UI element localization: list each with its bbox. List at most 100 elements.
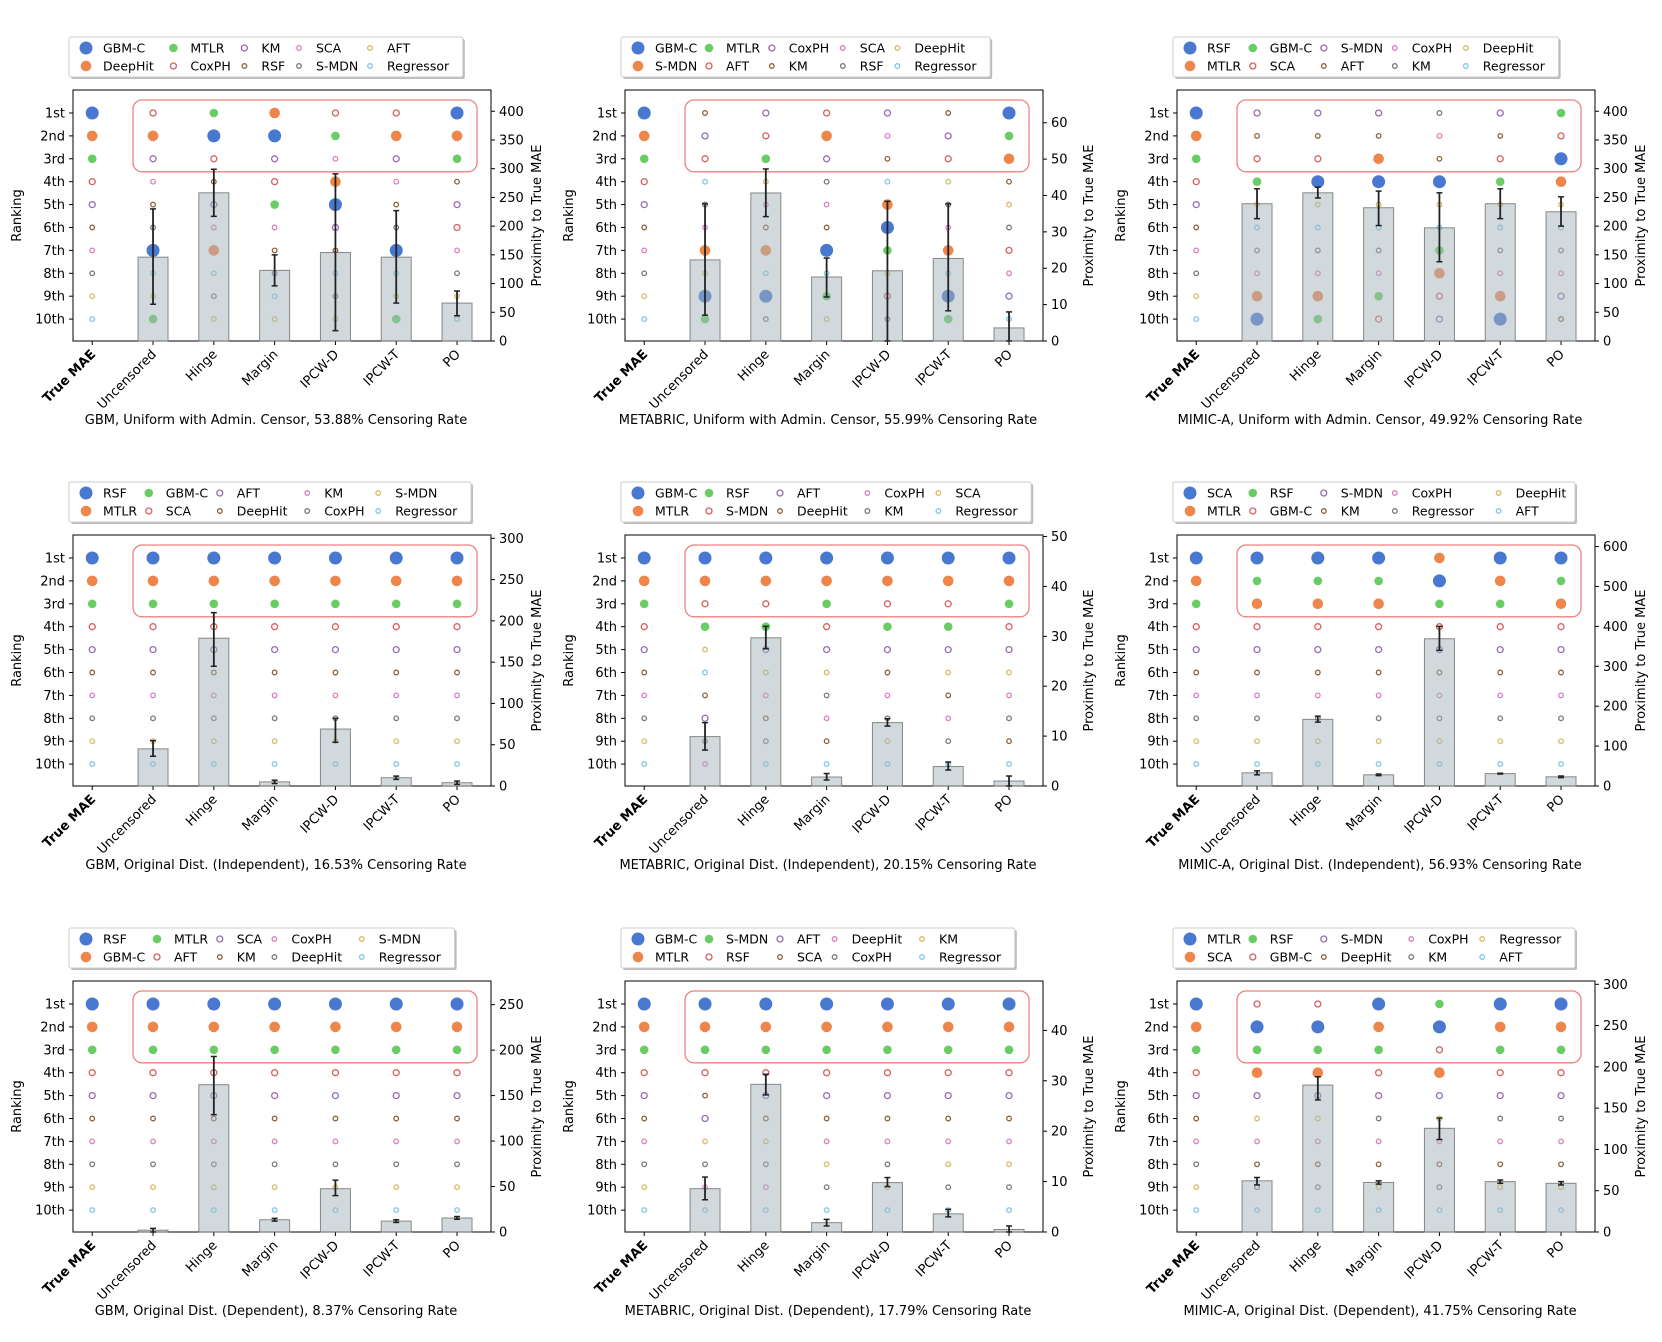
metric-rank-dot: [945, 1115, 952, 1122]
proximity-bar: [1545, 1182, 1577, 1233]
legend-marker: [152, 934, 162, 944]
legend-marker: [1320, 63, 1327, 69]
metric-rank-dot: [150, 692, 156, 699]
top3-highlight-box: [684, 544, 1030, 618]
legend-marker: [1184, 505, 1196, 517]
x-tick-label: IPCW-D: [298, 1238, 342, 1282]
legend-marker: [831, 936, 838, 942]
x-tick-label: True MAE: [592, 1238, 651, 1297]
legend-marker: [894, 63, 901, 69]
legend-marker: [776, 935, 784, 943]
value-tick-label: 50: [499, 306, 516, 321]
proximity-bar: [1302, 192, 1334, 342]
rank-tick-label: 1st: [1149, 552, 1169, 567]
true-mae-rank-dot: [1193, 316, 1200, 323]
legend-label: Regressor: [387, 59, 450, 74]
x-tick-label: Margin: [1343, 347, 1385, 389]
metric-rank-dot: [209, 108, 219, 118]
x-tick-label: Hinge: [1287, 347, 1324, 384]
legend: RSF GBM-C MTLR AFT SCA KM CoxPH DeepHit S-MDN Reg…: [68, 927, 457, 970]
rank-tick-label: 2nd: [592, 1020, 617, 1035]
metric-rank-dot: [945, 1161, 952, 1168]
legend-marker: [1249, 62, 1257, 70]
value-tick-label: 300: [499, 162, 524, 177]
value-tick-label: 250: [499, 191, 524, 206]
legend-label: DeepHit: [103, 59, 154, 74]
metric-rank-dot: [702, 178, 708, 185]
metric-rank-dot: [1313, 576, 1323, 586]
legend-label: SCA: [237, 932, 263, 947]
x-tick-label: IPCW-D: [850, 347, 894, 391]
metric-rank-dot: [1254, 132, 1260, 139]
legend-label: SCA: [316, 41, 342, 56]
metric-rank-dot: [1254, 761, 1260, 768]
metric-rank-dot: [762, 109, 770, 117]
true-mae-rank-dot: [86, 1021, 98, 1033]
x-tick-label: PO: [1544, 347, 1567, 370]
rank-tick-label: 3rd: [1147, 1043, 1169, 1058]
metric-rank-dot: [945, 178, 952, 185]
metric-rank-dot: [450, 997, 464, 1011]
rank-tick-label: 8th: [595, 712, 617, 727]
legend-marker: [776, 489, 784, 497]
metric-rank-dot: [393, 761, 400, 768]
top3-highlight-box: [684, 990, 1030, 1064]
metric-rank-dot: [271, 669, 278, 676]
value-tick-label: 200: [499, 220, 524, 235]
legend-label: AFT: [797, 932, 821, 947]
x-tick-label: Uncensored: [1199, 1238, 1264, 1303]
legend-marker: [831, 954, 838, 960]
metric-rank-dot: [1557, 645, 1565, 654]
metric-rank-dot: [699, 575, 711, 587]
metric-rank-dot: [883, 622, 892, 631]
metric-rank-dot: [1006, 1138, 1012, 1145]
true-mae-rank-dot: [641, 247, 648, 254]
right-axis-label: Proximity to True MAE: [530, 590, 545, 732]
legend-box: [620, 927, 1016, 969]
true-mae-rank-dot: [87, 1045, 97, 1055]
metric-rank-dot: [884, 1138, 891, 1145]
proximity-bar: [441, 1217, 473, 1233]
metric-rank-dot: [944, 1069, 952, 1077]
metric-rank-dot: [454, 738, 460, 745]
value-tick-label: 350: [499, 133, 524, 148]
rank-tick-label: 3rd: [595, 1043, 617, 1058]
legend-label: CoxPH: [1412, 41, 1452, 56]
value-tick-label: 400: [499, 105, 524, 120]
true-mae-rank-dot: [1193, 224, 1200, 231]
legend-marker: [240, 44, 249, 52]
metric-rank-dot: [147, 1021, 159, 1033]
legend-label: SCA: [1270, 59, 1296, 74]
rank-tick-label: 2nd: [592, 574, 617, 589]
metric-rank-dot: [391, 599, 401, 609]
metric-rank-dot: [1556, 1045, 1566, 1055]
legend-marker: [935, 490, 942, 496]
rank-tick-label: 4th: [1147, 175, 1169, 190]
rank-tick-label: 6th: [1147, 221, 1169, 236]
metric-rank-dot: [332, 1115, 339, 1122]
metric-rank-dot: [393, 178, 400, 185]
x-tick-label: Uncensored: [1199, 347, 1264, 412]
metric-rank-dot: [1558, 761, 1564, 768]
true-mae-rank-dot: [641, 224, 648, 231]
metric-rank-dot: [1497, 1115, 1504, 1122]
metric-rank-dot: [821, 1021, 832, 1033]
legend-marker: [1249, 507, 1257, 515]
metric-rank-dot: [702, 692, 708, 699]
metric-rank-dot: [271, 692, 278, 699]
legend-label: KM: [261, 41, 280, 56]
value-tick-label: 10: [1051, 298, 1068, 313]
legend-marker: [1391, 45, 1398, 51]
metric-rank-dot: [392, 155, 400, 163]
value-tick-label: 300: [499, 532, 524, 547]
rank-tick-label: 5th: [1147, 198, 1169, 213]
legend-label: S-MDN: [316, 59, 358, 74]
metric-rank-dot: [452, 154, 462, 164]
metric-rank-dot: [1252, 576, 1262, 586]
legend-label: Regressor: [1483, 59, 1546, 74]
proximity-bar: [1545, 211, 1577, 342]
metric-rank-dot: [1558, 692, 1564, 699]
legend-box: [1172, 927, 1576, 969]
metric-rank-dot: [1252, 1045, 1262, 1055]
true-mae-rank-dot: [85, 551, 99, 565]
